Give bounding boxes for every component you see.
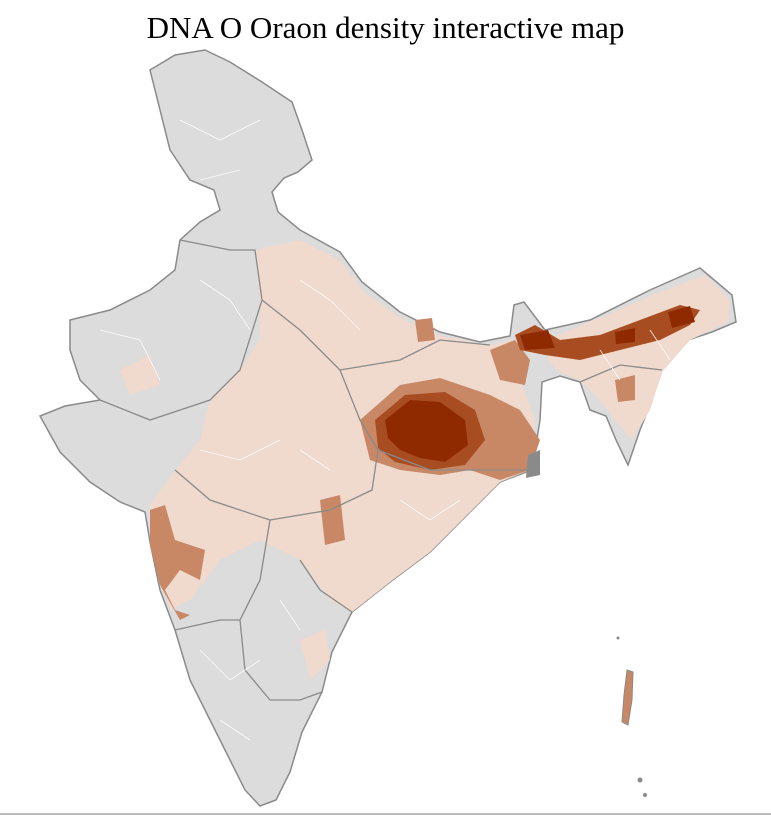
region-very-high-ne[interactable] xyxy=(520,306,695,350)
region-medium-west-coast[interactable] xyxy=(150,505,205,620)
region-medium-bengal[interactable] xyxy=(490,340,530,385)
andaman-nicobar-islands[interactable] xyxy=(616,636,648,798)
bangladesh-border-shadow xyxy=(526,450,540,478)
region-low-south[interactable] xyxy=(300,630,330,680)
region-medium-up[interactable] xyxy=(415,318,435,342)
map-title: DNA O Oraon density interactive map xyxy=(146,10,625,45)
region-medium-central[interactable] xyxy=(320,495,345,545)
region-low-west[interactable] xyxy=(120,355,160,395)
region-medium-ne[interactable] xyxy=(615,375,635,402)
region-low-central[interactable] xyxy=(150,240,535,612)
bottom-divider xyxy=(0,813,771,815)
density-regions xyxy=(120,240,730,680)
region-very-high-jharkhand[interactable] xyxy=(385,400,468,462)
region-high-ne-band[interactable] xyxy=(515,305,700,360)
district-borders xyxy=(99,119,671,741)
